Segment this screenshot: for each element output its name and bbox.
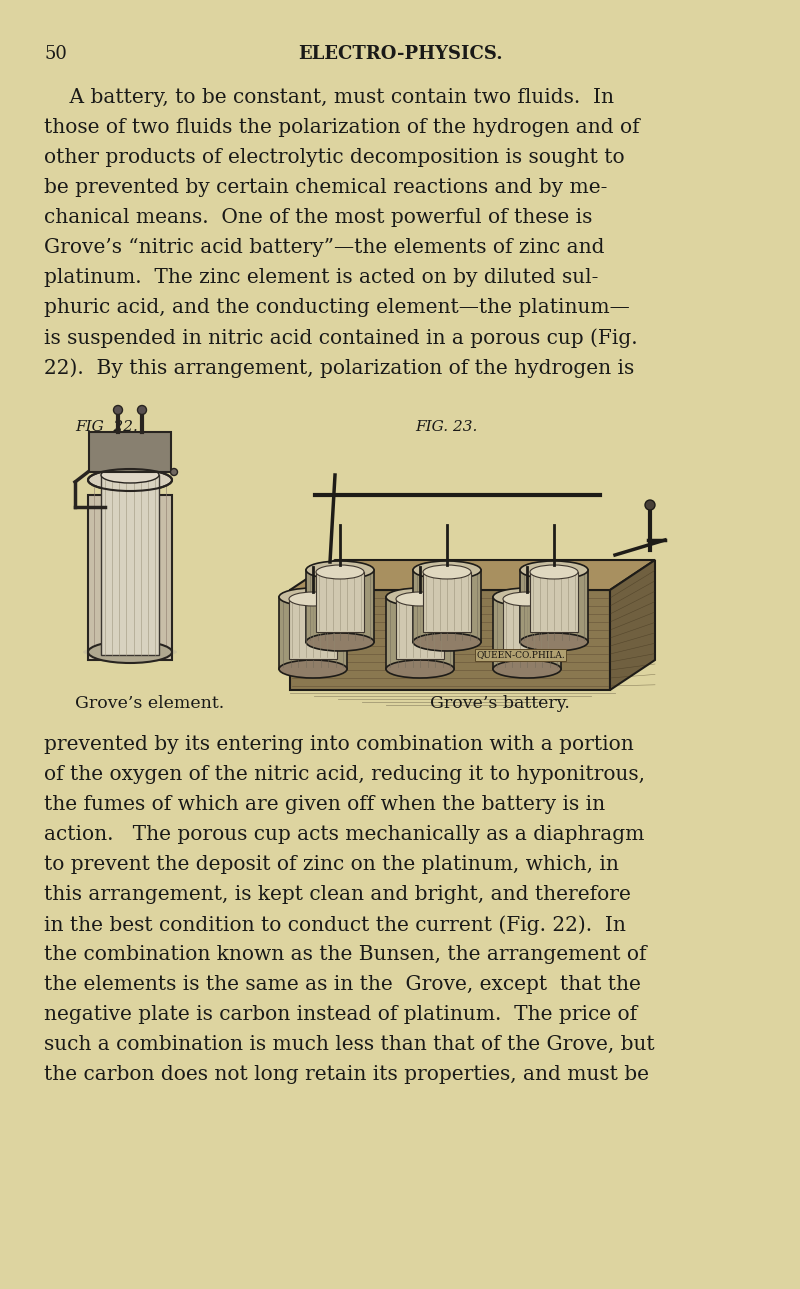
- Bar: [88, 495, 172, 660]
- Ellipse shape: [386, 660, 454, 678]
- Text: to prevent the deposit of zinc on the platinum, which, in: to prevent the deposit of zinc on the pl…: [44, 855, 619, 874]
- Ellipse shape: [306, 633, 374, 651]
- Ellipse shape: [503, 592, 551, 606]
- Bar: [306, 570, 374, 642]
- Text: the elements is the same as in the  Grove, except  that the: the elements is the same as in the Grove…: [44, 974, 641, 994]
- Bar: [396, 599, 444, 659]
- Polygon shape: [290, 559, 655, 590]
- Ellipse shape: [289, 592, 337, 606]
- Ellipse shape: [306, 561, 374, 579]
- Text: negative plate is carbon instead of platinum.  The price of: negative plate is carbon instead of plat…: [44, 1005, 637, 1023]
- Text: ELECTRO-PHYSICS.: ELECTRO-PHYSICS.: [298, 45, 502, 63]
- Ellipse shape: [316, 565, 364, 579]
- Text: in the best condition to conduct the current (Fig. 22).  In: in the best condition to conduct the cur…: [44, 915, 626, 935]
- Ellipse shape: [170, 468, 178, 476]
- Ellipse shape: [138, 406, 146, 415]
- Bar: [290, 590, 610, 690]
- Polygon shape: [610, 559, 655, 690]
- Bar: [520, 570, 588, 642]
- Bar: [289, 599, 337, 659]
- Ellipse shape: [396, 592, 444, 606]
- Text: those of two fluids the polarization of the hydrogen and of: those of two fluids the polarization of …: [44, 119, 640, 137]
- Bar: [493, 597, 561, 669]
- Ellipse shape: [493, 660, 561, 678]
- Bar: [530, 572, 578, 632]
- Ellipse shape: [279, 588, 347, 606]
- Text: be prevented by certain chemical reactions and by me-: be prevented by certain chemical reactio…: [44, 178, 607, 197]
- Ellipse shape: [101, 467, 159, 483]
- Ellipse shape: [114, 406, 122, 415]
- Bar: [279, 597, 347, 669]
- Ellipse shape: [530, 565, 578, 579]
- Text: other products of electrolytic decomposition is sought to: other products of electrolytic decomposi…: [44, 148, 625, 168]
- Text: FIG  22.: FIG 22.: [75, 420, 138, 434]
- Ellipse shape: [520, 561, 588, 579]
- Text: chanical means.  One of the most powerful of these is: chanical means. One of the most powerful…: [44, 208, 592, 227]
- Ellipse shape: [386, 588, 454, 606]
- Text: Grove’s element.: Grove’s element.: [75, 695, 224, 712]
- Ellipse shape: [83, 646, 177, 657]
- Text: phuric acid, and the conducting element—the platinum—: phuric acid, and the conducting element—…: [44, 298, 630, 317]
- Text: A battery, to be constant, must contain two fluids.  In: A battery, to be constant, must contain …: [44, 88, 614, 107]
- Ellipse shape: [423, 565, 471, 579]
- Ellipse shape: [88, 641, 172, 663]
- Text: 50: 50: [44, 45, 67, 63]
- Bar: [423, 572, 471, 632]
- Text: action.   The porous cup acts mechanically as a diaphragm: action. The porous cup acts mechanically…: [44, 825, 644, 844]
- Text: is suspended in nitric acid contained in a porous cup (Fig.: is suspended in nitric acid contained in…: [44, 327, 638, 348]
- Text: the combination known as the Bunsen, the arrangement of: the combination known as the Bunsen, the…: [44, 945, 646, 964]
- Ellipse shape: [520, 633, 588, 651]
- Ellipse shape: [88, 469, 172, 491]
- Text: prevented by its entering into combination with a portion: prevented by its entering into combinati…: [44, 735, 634, 754]
- Text: platinum.  The zinc element is acted on by diluted sul-: platinum. The zinc element is acted on b…: [44, 268, 598, 287]
- Text: this arrangement, is kept clean and bright, and therefore: this arrangement, is kept clean and brig…: [44, 886, 631, 904]
- Bar: [386, 597, 454, 669]
- Ellipse shape: [279, 660, 347, 678]
- Ellipse shape: [493, 588, 561, 606]
- Bar: [101, 476, 159, 655]
- Text: Grove’s “nitric acid battery”—the elements of zinc and: Grove’s “nitric acid battery”—the elemen…: [44, 238, 605, 257]
- Ellipse shape: [645, 500, 655, 510]
- Ellipse shape: [413, 561, 481, 579]
- Text: QUEEN-CO.PHILA.: QUEEN-CO.PHILA.: [476, 651, 565, 660]
- Text: of the oxygen of the nitric acid, reducing it to hyponitrous,: of the oxygen of the nitric acid, reduci…: [44, 764, 645, 784]
- Text: 22).  By this arrangement, polarization of the hydrogen is: 22). By this arrangement, polarization o…: [44, 358, 634, 378]
- Text: FIG. 23.: FIG. 23.: [415, 420, 478, 434]
- Text: Grove’s battery.: Grove’s battery.: [430, 695, 570, 712]
- Ellipse shape: [413, 633, 481, 651]
- Bar: [316, 572, 364, 632]
- Bar: [413, 570, 481, 642]
- Bar: [503, 599, 551, 659]
- Text: the carbon does not long retain its properties, and must be: the carbon does not long retain its prop…: [44, 1065, 649, 1084]
- Bar: [89, 432, 171, 472]
- Text: such a combination is much less than that of the Grove, but: such a combination is much less than tha…: [44, 1035, 654, 1054]
- Text: the fumes of which are given off when the battery is in: the fumes of which are given off when th…: [44, 795, 605, 813]
